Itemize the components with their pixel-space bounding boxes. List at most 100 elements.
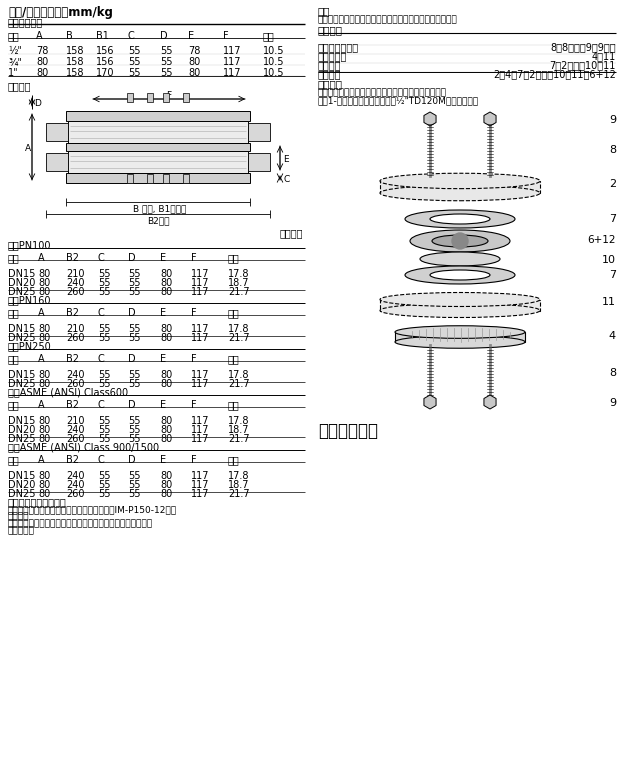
Text: DN25: DN25 (8, 489, 36, 499)
Bar (380, 299, 540, 311)
Text: 55: 55 (128, 287, 140, 297)
Text: 55: 55 (160, 68, 173, 78)
Ellipse shape (380, 292, 540, 307)
Text: 55: 55 (128, 480, 140, 490)
Text: 17.8: 17.8 (228, 269, 250, 279)
Text: 拆卸距离: 拆卸距离 (279, 228, 303, 238)
Text: 重量: 重量 (228, 308, 240, 318)
Text: 117: 117 (191, 434, 210, 444)
Text: 55: 55 (98, 287, 111, 297)
Text: 备件: 备件 (318, 6, 331, 16)
Text: 240: 240 (66, 480, 85, 490)
Text: B2法兰: B2法兰 (146, 216, 169, 225)
Text: 80: 80 (38, 379, 50, 389)
Text: 80: 80 (160, 287, 172, 297)
Text: 55: 55 (128, 68, 140, 78)
Text: 55: 55 (128, 471, 140, 481)
Text: A: A (38, 400, 44, 410)
Text: 55: 55 (98, 416, 111, 426)
Text: 80: 80 (160, 333, 172, 343)
Ellipse shape (405, 210, 515, 228)
Text: E: E (283, 155, 289, 164)
Text: 80: 80 (38, 434, 50, 444)
Text: 21.7: 21.7 (228, 489, 250, 499)
Text: 55: 55 (98, 489, 111, 499)
Text: 重量: 重量 (228, 400, 240, 410)
Text: 9: 9 (609, 115, 616, 125)
Text: 80: 80 (160, 379, 172, 389)
Text: 18.7: 18.7 (228, 480, 250, 490)
Text: F: F (191, 253, 197, 263)
Text: 口径: 口径 (8, 253, 20, 263)
Text: 260: 260 (66, 287, 85, 297)
Text: DN25: DN25 (8, 287, 36, 297)
Text: 2: 2 (609, 179, 616, 189)
Text: 10.5: 10.5 (263, 68, 284, 78)
Text: 1": 1" (8, 68, 19, 78)
Text: B2: B2 (66, 354, 79, 364)
Text: 117: 117 (191, 287, 210, 297)
Text: 170: 170 (96, 68, 115, 78)
Text: 图中实线部分所示为可供备件，虚线部分不作为备件提供。: 图中实线部分所示为可供备件，虚线部分不作为备件提供。 (318, 15, 458, 24)
Text: E: E (160, 354, 166, 364)
Bar (46, 153, 68, 171)
Text: 156: 156 (96, 46, 115, 56)
Text: B2: B2 (66, 253, 79, 263)
Text: 55: 55 (98, 324, 111, 334)
Text: 117: 117 (191, 379, 210, 389)
Ellipse shape (405, 266, 515, 284)
Text: B: B (66, 31, 73, 41)
Text: 80: 80 (160, 269, 172, 279)
Text: 21.7: 21.7 (228, 434, 250, 444)
Text: 口径: 口径 (8, 31, 20, 41)
Text: 重量: 重量 (228, 354, 240, 364)
Text: 156: 156 (96, 57, 115, 67)
Text: F: F (167, 91, 172, 100)
Text: 260: 260 (66, 379, 85, 389)
Text: DN20: DN20 (8, 278, 36, 288)
Text: ½": ½" (8, 46, 22, 56)
Text: 7（2套），10，11: 7（2套），10，11 (550, 60, 616, 70)
Text: 详细信息请参考随产品提供的安装维修指南（IM-P150-12）。: 详细信息请参考随产品提供的安装维修指南（IM-P150-12）。 (8, 505, 177, 514)
Text: 21.7: 21.7 (228, 379, 250, 389)
Text: DN15: DN15 (8, 324, 36, 334)
Text: 10.5: 10.5 (263, 46, 284, 56)
Text: F: F (191, 308, 197, 318)
Text: 11: 11 (602, 297, 616, 307)
Text: 法兰PN100: 法兰PN100 (8, 240, 51, 250)
Text: E: E (188, 31, 194, 41)
Text: ¾": ¾" (8, 57, 22, 67)
Text: 法兰ASME (ANSI) Class 900/1500: 法兰ASME (ANSI) Class 900/1500 (8, 442, 159, 452)
Ellipse shape (432, 235, 488, 247)
Text: 55: 55 (98, 425, 111, 435)
Text: 55: 55 (160, 46, 173, 56)
Text: 订购备件: 订购备件 (318, 79, 343, 89)
Text: DN15: DN15 (8, 416, 36, 426)
Text: 重量: 重量 (263, 31, 275, 41)
Text: B 对焊, B1承插焊: B 对焊, B1承插焊 (133, 204, 187, 213)
Text: 法兰ASME (ANSI) Class600: 法兰ASME (ANSI) Class600 (8, 387, 128, 397)
Text: 80: 80 (38, 480, 50, 490)
Ellipse shape (380, 304, 540, 318)
Text: 55: 55 (98, 379, 111, 389)
Text: 80: 80 (38, 471, 50, 481)
Text: 55: 55 (128, 57, 140, 67)
Text: 滤网和垫片: 滤网和垫片 (318, 51, 347, 61)
Ellipse shape (410, 230, 510, 252)
Text: 维修组件: 维修组件 (318, 69, 342, 79)
Text: 55: 55 (98, 278, 111, 288)
Text: 17.8: 17.8 (228, 324, 250, 334)
Text: D: D (160, 31, 168, 41)
Bar (248, 123, 270, 141)
Bar (163, 174, 169, 183)
Text: 请按上述说明订购备件，并说明疏水阀的类型和口径。: 请按上述说明订购备件，并说明疏水阀的类型和口径。 (318, 88, 447, 97)
Text: A: A (38, 455, 44, 465)
Text: 80: 80 (38, 489, 50, 499)
Text: C: C (98, 253, 105, 263)
Text: 117: 117 (191, 416, 210, 426)
Text: 117: 117 (191, 425, 210, 435)
Bar (380, 181, 540, 193)
Text: 55: 55 (98, 434, 111, 444)
Text: 80: 80 (38, 416, 50, 426)
Text: 例：1-维修组件，用于斯派莎克½"TD120M蒸汽疏水阀。: 例：1-维修组件，用于斯派莎克½"TD120M蒸汽疏水阀。 (318, 96, 479, 105)
